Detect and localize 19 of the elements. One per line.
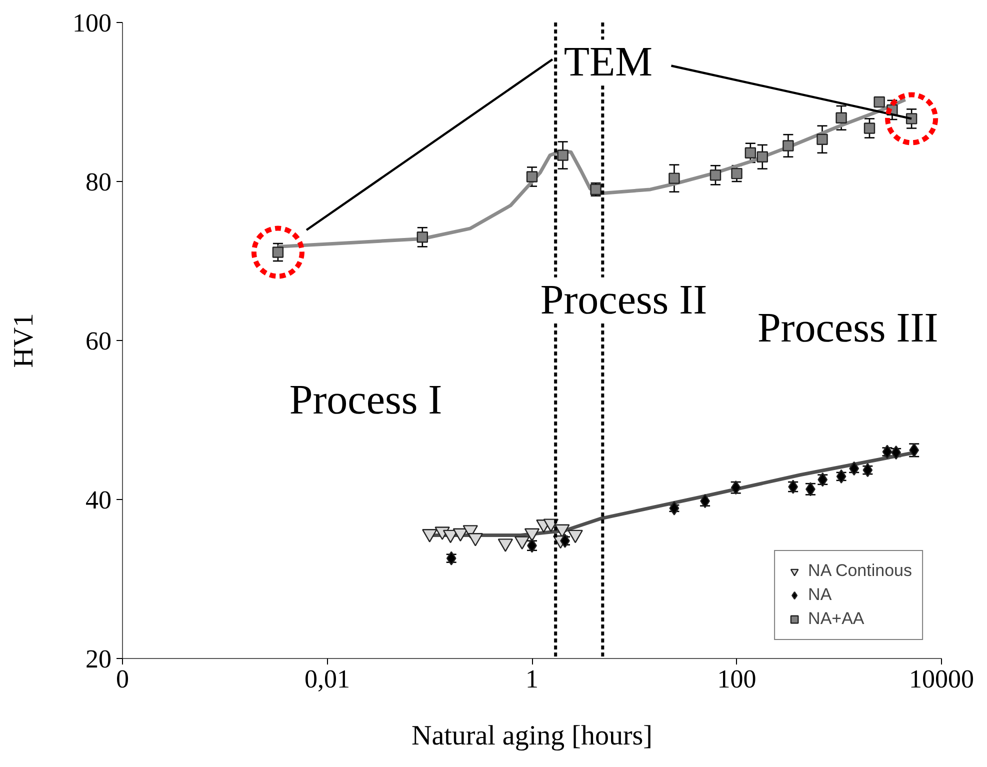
y-tick-label: 60 [86, 326, 112, 356]
x-tick-label: 1 [526, 664, 538, 694]
y-tick-label: 100 [72, 8, 112, 38]
x-tick-label: 0,01 [304, 664, 350, 694]
y-axis-title: HV1 [8, 313, 40, 368]
y-tick-label: 20 [86, 644, 112, 674]
annotation: TEM [564, 40, 652, 86]
y-tick-label: 80 [86, 168, 112, 196]
x-tick-label: 10000 [909, 664, 974, 694]
annotation: Process III [757, 305, 938, 352]
y-tick-label: 40 [86, 486, 112, 514]
x-tick-label: 0 [116, 664, 129, 694]
legend-label: NA Continous [808, 561, 912, 581]
legend-label: NA+AA [808, 609, 864, 629]
annotation: Process II [540, 277, 708, 324]
x-axis-title: Natural aging [hours] [411, 720, 653, 752]
annotation: Process I [289, 377, 442, 424]
x-tick-label: 100 [717, 664, 756, 694]
legend-label: NA [808, 585, 832, 605]
